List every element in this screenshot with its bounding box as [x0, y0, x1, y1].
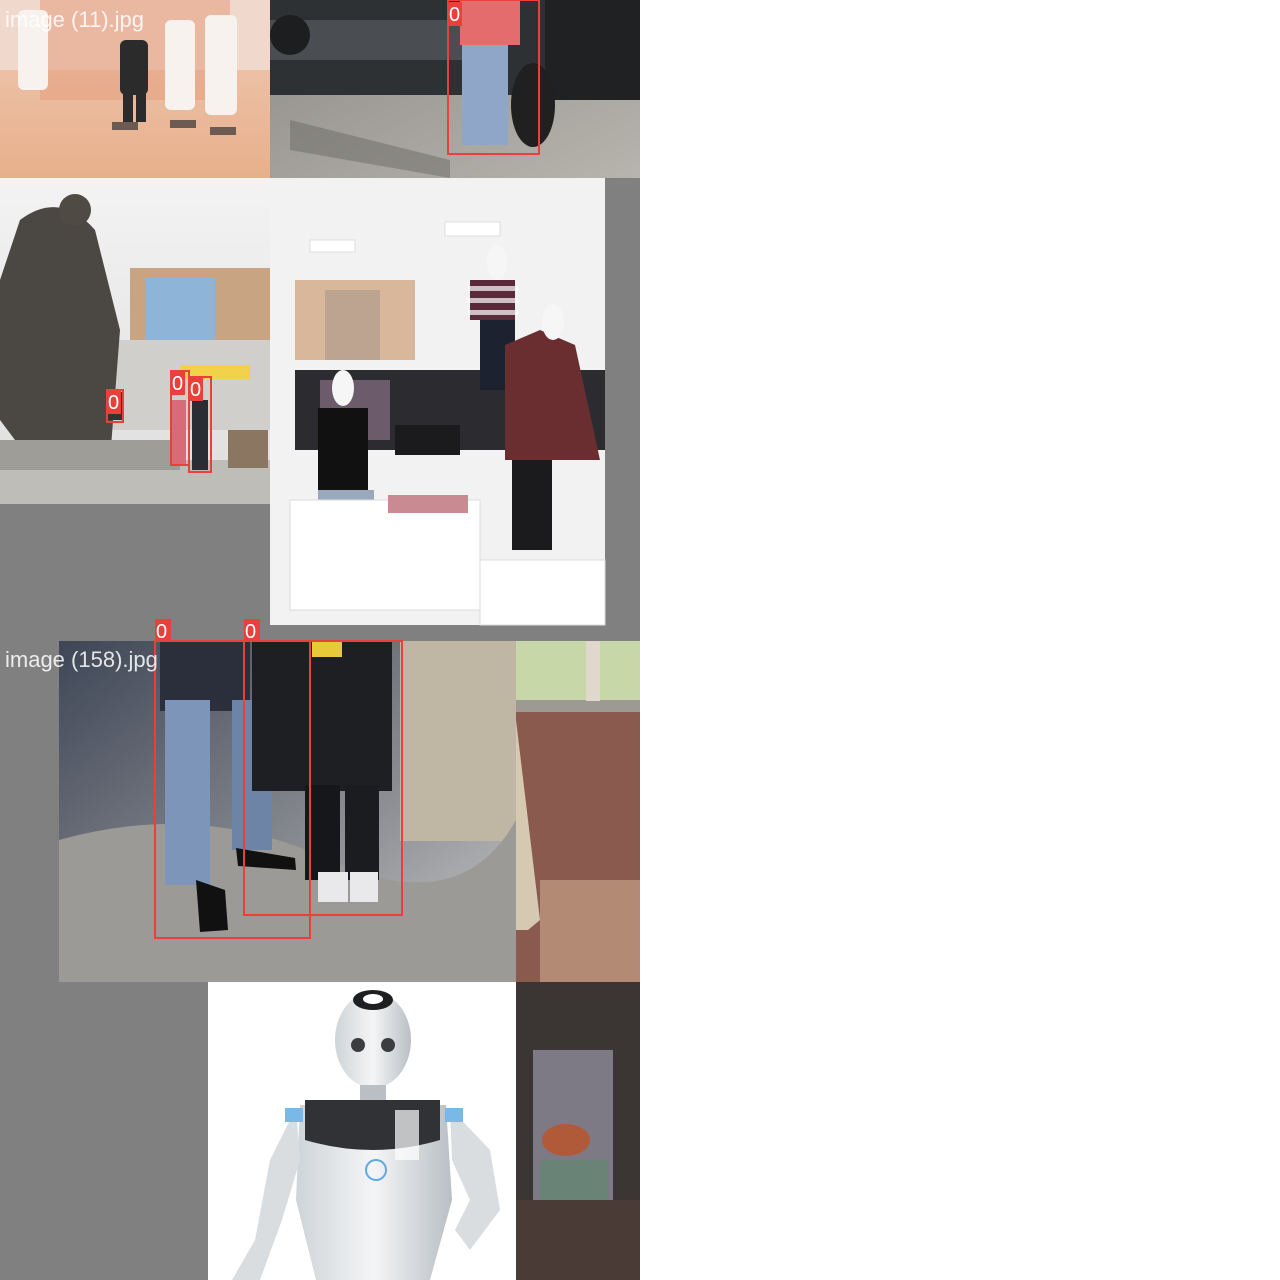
svg-text:0: 0: [449, 4, 460, 26]
photo-tile-gravel-ground: [516, 641, 640, 982]
batch-1-boxes: 0 0 0 0: [106, 0, 540, 473]
svg-text:0: 0: [190, 379, 201, 401]
image-filename-label: image (158).jpg: [5, 647, 158, 672]
photo-tile-mannequins-floor: [0, 0, 270, 178]
image-filename-label: image (11).jpg: [5, 7, 144, 32]
bbox-person: 0: [106, 389, 124, 423]
batch-2: 0 0 image (158).jpg: [0, 619, 640, 1280]
bbox-person: 0: [154, 619, 311, 939]
photo-tile-people-rocks: [59, 641, 516, 982]
bbox-person: 0: [447, 0, 540, 155]
svg-text:0: 0: [156, 621, 167, 643]
svg-text:0: 0: [172, 373, 183, 395]
bbox-person: 0: [188, 376, 212, 473]
photo-tile-dim-poster: [516, 982, 640, 1280]
bbox-person: 0: [243, 619, 403, 916]
photo-tile-humanoid-robot: [208, 982, 516, 1280]
svg-text:0: 0: [108, 392, 119, 414]
batch-2-boxes: 0 0: [154, 619, 403, 939]
svg-text:0: 0: [245, 621, 256, 643]
batch-1: 0 0 0 0 image (11).jpg: [0, 0, 640, 640]
photo-tile-clothing-store: [270, 178, 606, 626]
photo-tile-person-vehicle: [270, 0, 640, 178]
photo-tile-statue-street: [0, 178, 270, 504]
